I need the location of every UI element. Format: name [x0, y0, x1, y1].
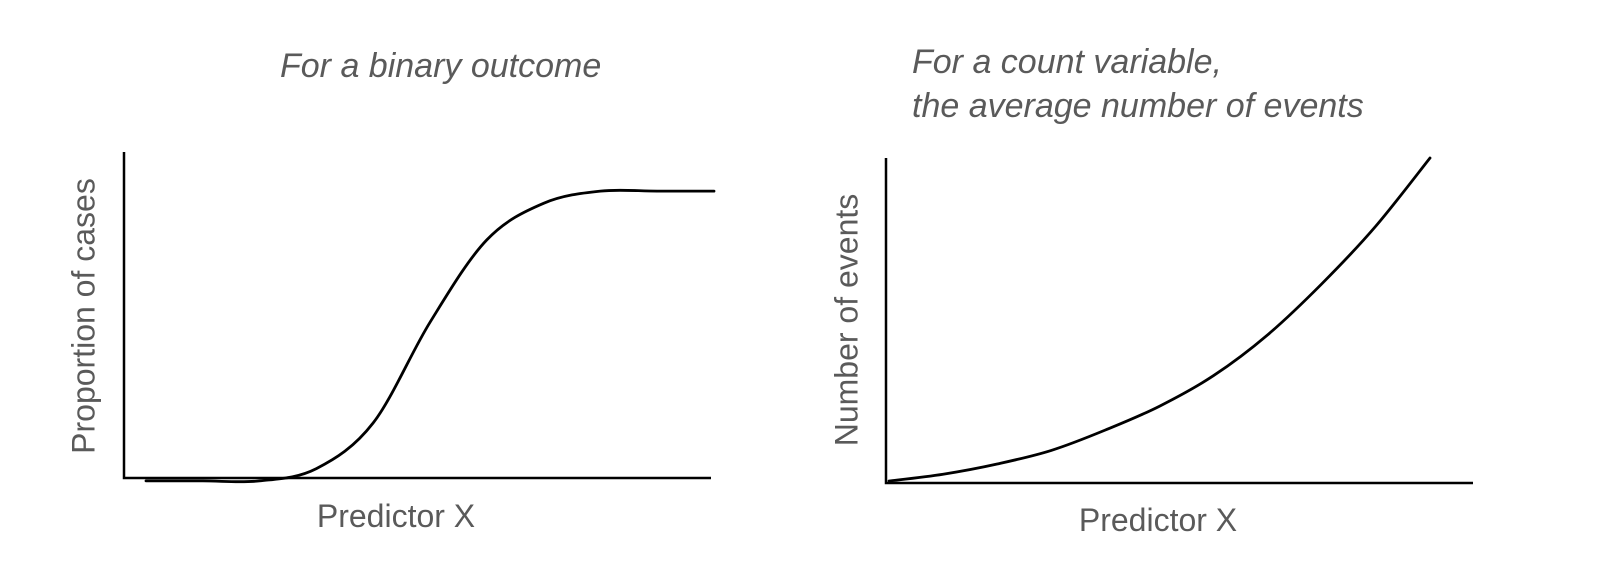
- series-line-count: [889, 158, 1430, 481]
- axis-count: [886, 158, 1473, 483]
- axes-binary: [124, 152, 711, 478]
- axis-binary: [124, 152, 711, 478]
- series-line-binary: [146, 190, 714, 482]
- axes-count: [886, 158, 1473, 483]
